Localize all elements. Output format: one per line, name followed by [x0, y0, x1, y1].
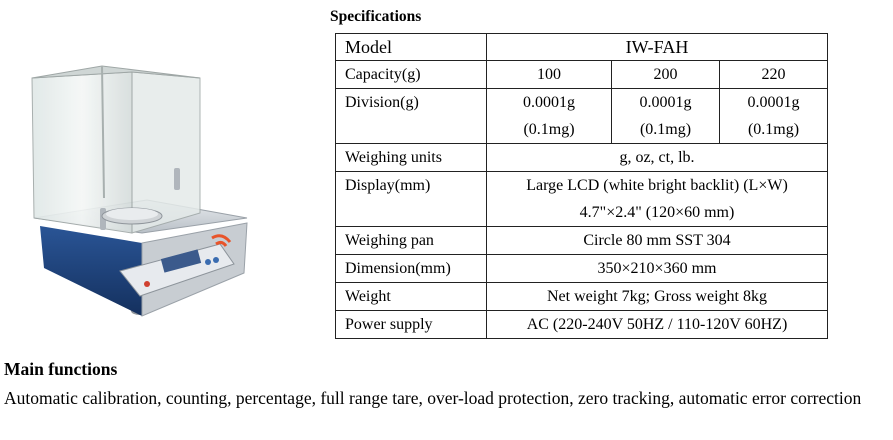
capacity-value-3: 220 [719, 60, 828, 89]
division-value-1: 0.0001g (0.1mg) [486, 88, 612, 144]
display-value-line2: 4.7"×2.4" (120×60 mm) [579, 204, 735, 221]
model-value: IW-FAH [486, 33, 828, 61]
specifications-table: Model IW-FAH Capacity(g) 100 200 220 Div… [335, 33, 828, 339]
dimension-label: Dimension(mm) [335, 254, 487, 283]
division-value-2-line2: (0.1mg) [639, 121, 692, 138]
division-value-3-line2: (0.1mg) [747, 121, 800, 138]
weighing-pan-value: Circle 80 mm SST 304 [486, 226, 828, 255]
power-supply-value: AC (220-240V 50HZ / 110-120V 60HZ) [486, 310, 828, 339]
weighing-pan-label: Weighing pan [335, 226, 487, 255]
capacity-label: Capacity(g) [335, 60, 487, 89]
weighing-units-label: Weighing units [335, 143, 487, 172]
table-row-dimension: Dimension(mm) 350×210×360 mm [335, 254, 828, 283]
display-value-line1: Large LCD (white bright backlit) (L×W) [526, 177, 788, 194]
weight-value: Net weight 7kg; Gross weight 8kg [486, 282, 828, 311]
division-value-2: 0.0001g (0.1mg) [611, 88, 720, 144]
division-value-3: 0.0001g (0.1mg) [719, 88, 828, 144]
table-row-weighing-units: Weighing units g, oz, ct, lb. [335, 143, 828, 172]
display-value: Large LCD (white bright backlit) (L×W) 4… [486, 171, 828, 227]
analytical-balance-image [22, 58, 267, 328]
main-functions-heading: Main functions [4, 359, 118, 379]
analytical-balance-icon [31, 65, 248, 317]
main-functions-text: Automatic calibration, counting, percent… [4, 388, 862, 408]
weight-label: Weight [335, 282, 487, 311]
table-row-division: Division(g) 0.0001g (0.1mg) 0.0001g (0.1… [335, 88, 828, 144]
table-row-capacity: Capacity(g) 100 200 220 [335, 60, 828, 89]
power-supply-label: Power supply [335, 310, 487, 339]
capacity-value-2: 200 [611, 60, 720, 89]
division-label: Division(g) [335, 88, 487, 144]
model-label: Model [335, 33, 487, 61]
table-row-display: Display(mm) Large LCD (white bright back… [335, 171, 828, 227]
dimension-value: 350×210×360 mm [486, 254, 828, 283]
table-row-power-supply: Power supply AC (220-240V 50HZ / 110-120… [335, 310, 828, 339]
table-row-model: Model IW-FAH [335, 33, 828, 61]
capacity-value-1: 100 [486, 60, 612, 89]
table-row-weighing-pan: Weighing pan Circle 80 mm SST 304 [335, 226, 828, 255]
weighing-units-value: g, oz, ct, lb. [486, 143, 828, 172]
division-value-1-line2: (0.1mg) [523, 121, 575, 138]
division-value-2-line1: 0.0001g [639, 94, 692, 111]
table-row-weight: Weight Net weight 7kg; Gross weight 8kg [335, 282, 828, 311]
display-label: Display(mm) [335, 171, 487, 227]
division-value-1-line1: 0.0001g [523, 94, 575, 111]
division-value-3-line1: 0.0001g [747, 94, 800, 111]
specifications-heading: Specifications [330, 8, 422, 25]
